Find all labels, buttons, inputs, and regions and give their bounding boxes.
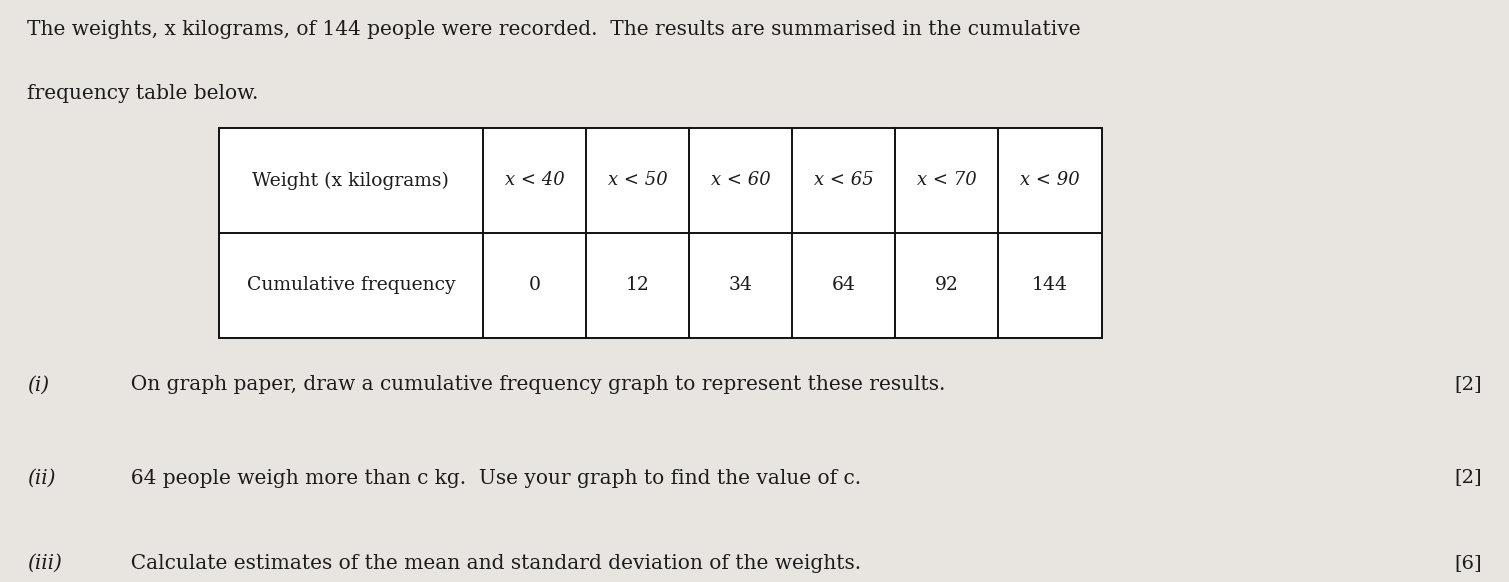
Text: 34: 34 <box>729 276 753 294</box>
Text: 144: 144 <box>1032 276 1068 294</box>
Text: [2]: [2] <box>1455 375 1482 393</box>
Text: x < 40: x < 40 <box>504 172 564 189</box>
Text: x < 50: x < 50 <box>608 172 667 189</box>
Text: frequency table below.: frequency table below. <box>27 84 258 104</box>
Text: x < 65: x < 65 <box>813 172 874 189</box>
Text: 12: 12 <box>626 276 649 294</box>
Text: 64 people weigh more than c kg.  Use your graph to find the value of c.: 64 people weigh more than c kg. Use your… <box>118 469 860 488</box>
Text: (i): (i) <box>27 375 50 395</box>
Text: [6]: [6] <box>1455 554 1482 572</box>
Text: x < 70: x < 70 <box>917 172 976 189</box>
Text: 0: 0 <box>528 276 540 294</box>
Text: x < 60: x < 60 <box>711 172 771 189</box>
Text: (ii): (ii) <box>27 469 56 488</box>
Text: x < 90: x < 90 <box>1020 172 1080 189</box>
Text: 64: 64 <box>831 276 856 294</box>
Text: The weights, x kilograms, of 144 people were recorded.  The results are summaris: The weights, x kilograms, of 144 people … <box>27 20 1080 40</box>
Text: Weight (x kilograms): Weight (x kilograms) <box>252 171 450 190</box>
Text: On graph paper, draw a cumulative frequency graph to represent these results.: On graph paper, draw a cumulative freque… <box>118 375 945 395</box>
Text: 92: 92 <box>936 276 958 294</box>
Text: [2]: [2] <box>1455 469 1482 487</box>
Text: Calculate estimates of the mean and standard deviation of the weights.: Calculate estimates of the mean and stan… <box>118 554 860 573</box>
Text: Cumulative frequency: Cumulative frequency <box>246 276 456 294</box>
Text: (iii): (iii) <box>27 554 62 573</box>
